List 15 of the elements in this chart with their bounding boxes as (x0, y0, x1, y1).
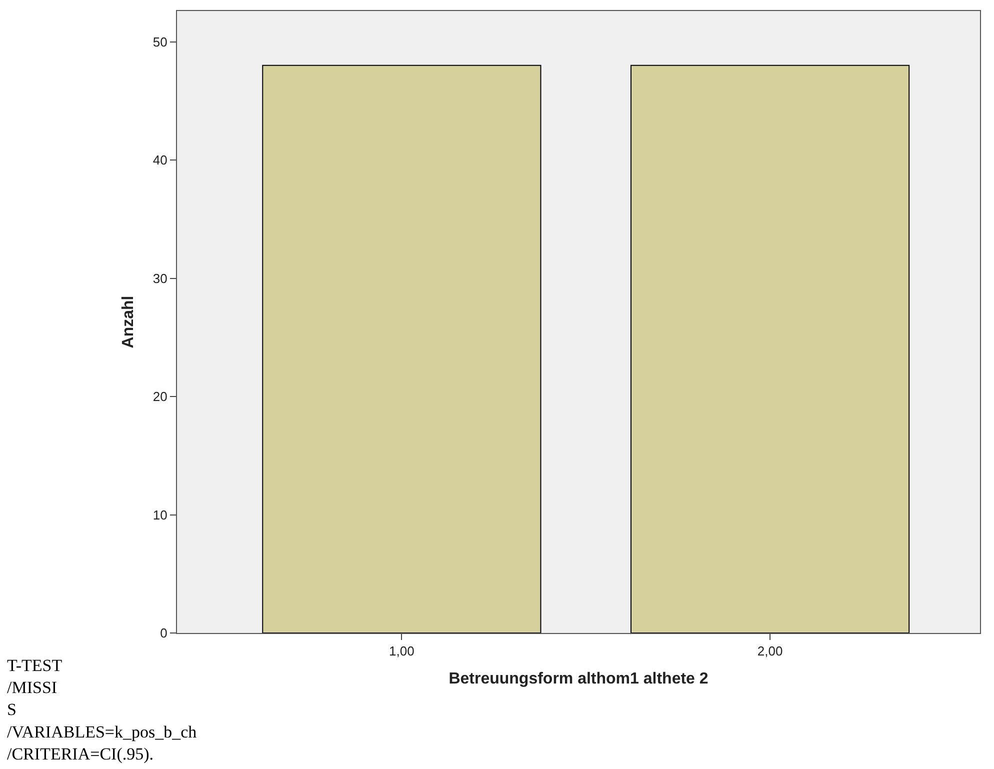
y-tick-label: 40 (152, 152, 168, 168)
text: S (7, 700, 16, 720)
y-axis-title: Anzahl (120, 296, 137, 348)
text: /VARIABLES=k_pos_b_ch (7, 722, 198, 742)
text: T-TEST (7, 656, 63, 675)
x-axis-title: Betreuungsform althom1 althete 2 (448, 670, 708, 688)
y-tick-label: 20 (152, 389, 168, 404)
y-tick-label: 30 (152, 270, 168, 286)
x-tick-label: 2,00 (757, 644, 783, 659)
x-tick-label: 1,00 (389, 644, 414, 659)
y-tick-label: 50 (152, 34, 168, 50)
y-tick-label: 10 (152, 507, 168, 522)
text: /CRITERIA=CI(.95). (7, 744, 154, 764)
text: /MISSI (7, 678, 58, 698)
y-tick-label: 0 (160, 626, 168, 641)
